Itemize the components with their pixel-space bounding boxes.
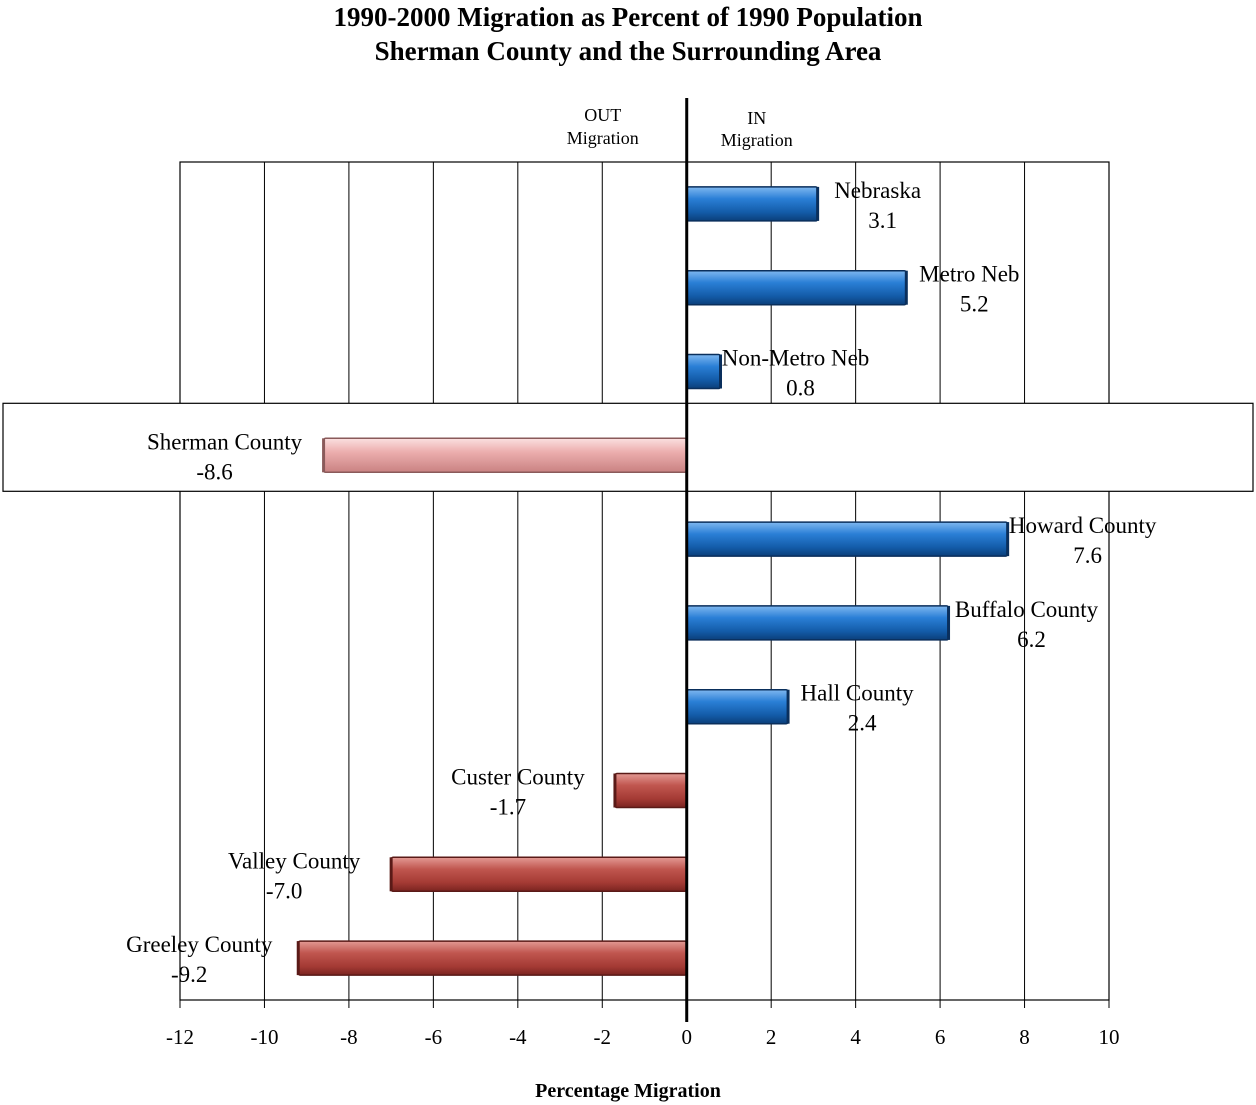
- in-migration-label: IN: [747, 108, 766, 128]
- category-label: Non-Metro Neb: [722, 346, 870, 371]
- data-label: -8.6: [196, 459, 232, 484]
- data-label: 7.6: [1073, 543, 1102, 568]
- bar: [297, 940, 688, 976]
- bar: [322, 437, 688, 474]
- category-label: Custer County: [451, 765, 585, 790]
- data-label: 2.4: [848, 711, 877, 736]
- bar: [614, 772, 688, 809]
- x-tick-label: 4: [850, 1025, 861, 1049]
- data-label: -1.7: [490, 795, 526, 820]
- x-tick-label: -6: [425, 1025, 443, 1049]
- data-label: 6.2: [1017, 627, 1046, 652]
- category-label: Greeley County: [126, 932, 273, 957]
- data-label: -7.0: [266, 878, 302, 903]
- data-label: 0.8: [786, 376, 815, 401]
- bar: [685, 605, 950, 641]
- x-axis-title: Percentage Migration: [535, 1080, 721, 1102]
- category-label: Metro Neb: [919, 262, 1019, 287]
- x-tick-label: 8: [1019, 1025, 1030, 1049]
- category-label: Howard County: [1009, 513, 1157, 538]
- out-migration-label: Migration: [567, 128, 639, 148]
- bar: [685, 353, 722, 390]
- data-label: 3.1: [868, 208, 897, 233]
- x-tick-label: -4: [509, 1025, 527, 1049]
- data-label: 5.2: [960, 292, 989, 317]
- x-tick-label: 0: [681, 1025, 692, 1049]
- x-tick-label: -2: [594, 1025, 612, 1049]
- category-label: Valley County: [228, 848, 361, 873]
- chart-title-line2: Sherman County and the Surrounding Area: [374, 36, 882, 66]
- bar: [390, 856, 688, 893]
- chart-title: 1990-2000 Migration as Percent of 1990 P…: [0, 0, 1256, 68]
- x-tick-label: -8: [340, 1025, 358, 1049]
- bar: [685, 688, 789, 725]
- chart-title-line1: 1990-2000 Migration as Percent of 1990 P…: [333, 2, 923, 32]
- x-tick-label: -10: [250, 1025, 278, 1049]
- x-tick-label: 6: [935, 1025, 946, 1049]
- out-migration-label: OUT: [584, 105, 621, 125]
- x-tick-label: -12: [166, 1025, 194, 1049]
- category-label: Hall County: [801, 681, 915, 706]
- category-label: Buffalo County: [955, 597, 1099, 622]
- x-tick-label: 10: [1099, 1025, 1120, 1049]
- in-migration-label: Migration: [721, 130, 793, 150]
- data-label: -9.2: [171, 962, 207, 987]
- category-label: Nebraska: [834, 178, 921, 203]
- plot-frame: [179, 161, 1110, 1001]
- x-tick-label: 2: [766, 1025, 777, 1049]
- bar: [685, 521, 1009, 557]
- bar: [685, 186, 819, 222]
- bar: [685, 269, 908, 306]
- category-label: Sherman County: [147, 429, 303, 454]
